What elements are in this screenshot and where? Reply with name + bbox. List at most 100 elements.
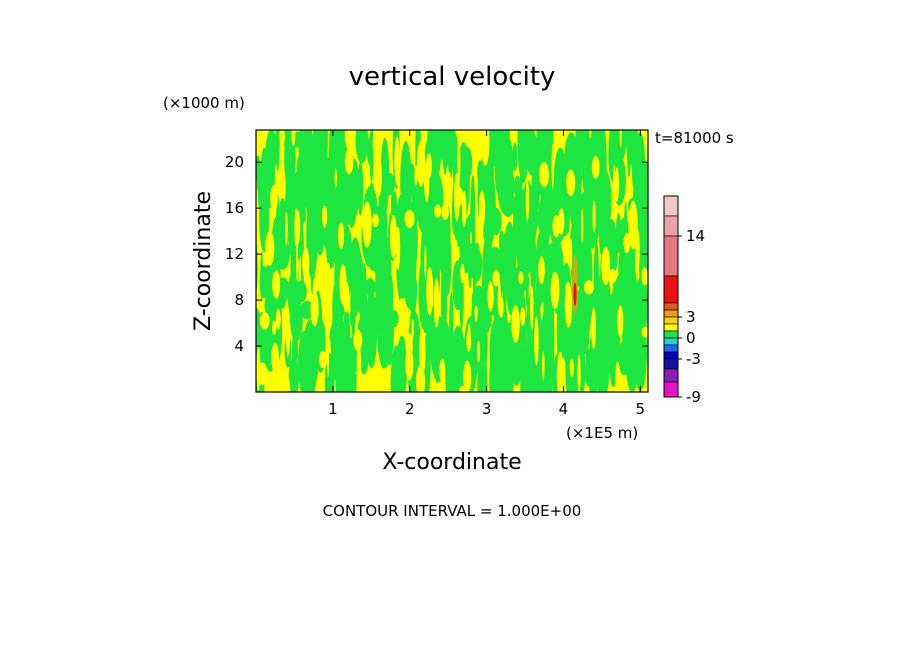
field-contour-blob [419,140,422,165]
field-contour-blob [256,155,261,193]
field-contour-blob [259,179,270,253]
field-contour-blob [603,276,611,343]
field-contour-blob [520,307,526,326]
field-contour-blob [272,320,277,335]
colorbar-label: 14 [686,227,705,245]
colorbar-band [663,309,679,318]
field-contour-blob [463,360,472,392]
field-contour-blob [431,378,437,392]
field-contour-blob [451,325,466,389]
field-contour-blob [473,273,477,299]
field-contour-blob [290,297,303,342]
field-contour-blob [335,343,350,392]
field-contour-blob [550,271,560,310]
field-contour-blob [259,312,270,330]
field-contour-blob [424,245,427,279]
colorbar-band [663,344,679,353]
colorbar-band [663,351,679,360]
field-contour-blob [591,156,600,179]
y-tick-label: 12 [225,245,244,263]
colorbar-label: 3 [686,308,696,326]
field-contour-blob [585,345,590,384]
field-contour-blob [588,331,599,392]
x-unit-label: (×1E5 m) [566,424,638,442]
colorbar-band [663,195,679,217]
field-contour-blob [637,270,648,338]
y-unit-label: (×1000 m) [163,94,245,112]
field-contour-blob [617,305,624,338]
colorbar-band [663,302,679,311]
field-contour-blob [339,264,347,305]
field-contour-blob [518,271,524,285]
field-contour-blob [598,169,612,235]
field-contour-blob [325,289,328,311]
field-contour-blob [487,281,494,312]
field-contour-blob [478,209,484,254]
field-contour-blob [450,301,454,330]
field-contour-blob [497,279,501,315]
field-contour-blob [471,298,485,329]
field-contour-blob [318,350,328,369]
field-contour-blob [498,230,505,254]
field-contour-blob [296,240,299,282]
field-contour-blob [320,130,328,177]
time-label: t=81000 s [655,129,734,147]
colorbar-band [663,358,679,370]
field-contour-blob [470,343,477,370]
field-contour-blob [535,276,542,311]
field-contour-blob [584,280,594,295]
colorbar-band [663,323,679,332]
field-contour-blob [452,239,458,254]
field-contour-blob [511,305,520,343]
field-contour-blob [466,330,472,352]
field-contour-blob [626,130,632,178]
plot-area [256,130,648,392]
field-contour-blob [402,255,410,295]
field-contour-blob [524,348,532,386]
field-contour-blob [517,130,529,184]
field-contour-blob [478,345,488,392]
field-contour-blob [569,358,575,378]
field-contour-blob [552,215,560,238]
field-contour-blob [389,215,398,259]
field-contour-blob [538,256,545,285]
field-contour-blob [594,240,599,298]
field-contour-blob [275,308,281,330]
field-contour-blob [460,263,465,284]
field-contour-blob [530,285,534,330]
field-contour-blob [315,274,323,291]
colorbar-label: 0 [686,329,696,347]
field-contour-blob [457,135,461,184]
field-contour-blob [356,345,362,382]
field-contour-blob [338,222,345,250]
y-axis-label: Z-coordinate [191,191,216,331]
colorbar-band [663,316,679,325]
field-contour-blob [512,142,518,172]
field-contour-blob [415,365,426,392]
field-contour-blob [439,358,446,384]
y-tick-label: 8 [234,291,244,309]
field-contour-blob [256,307,260,337]
field-contour-blob [494,130,504,196]
field-contour-blob [545,130,549,164]
field-contour-blob [416,140,426,187]
field-contour-blob [470,174,476,249]
x-tick-label: 4 [559,400,569,418]
field-contour-blob [285,212,288,245]
field-contour-blob [480,130,490,166]
field-contour-blob [372,130,381,162]
field-contour-blob [426,153,432,179]
x-tick-label: 2 [405,400,415,418]
field-contour-blob [525,179,530,222]
field-contour-blob [435,381,444,392]
field-contour-blob [530,360,537,383]
field-contour-blob [629,212,638,250]
field-contour-blob [569,132,576,167]
field-contour-blob [539,161,549,188]
field-contour-blob [490,207,502,236]
field-contour-blob [614,167,620,203]
chart-title: vertical velocity [349,62,556,92]
y-tick-label: 4 [234,337,244,355]
field-contour-blob [271,342,279,373]
colorbar-band [663,337,679,346]
